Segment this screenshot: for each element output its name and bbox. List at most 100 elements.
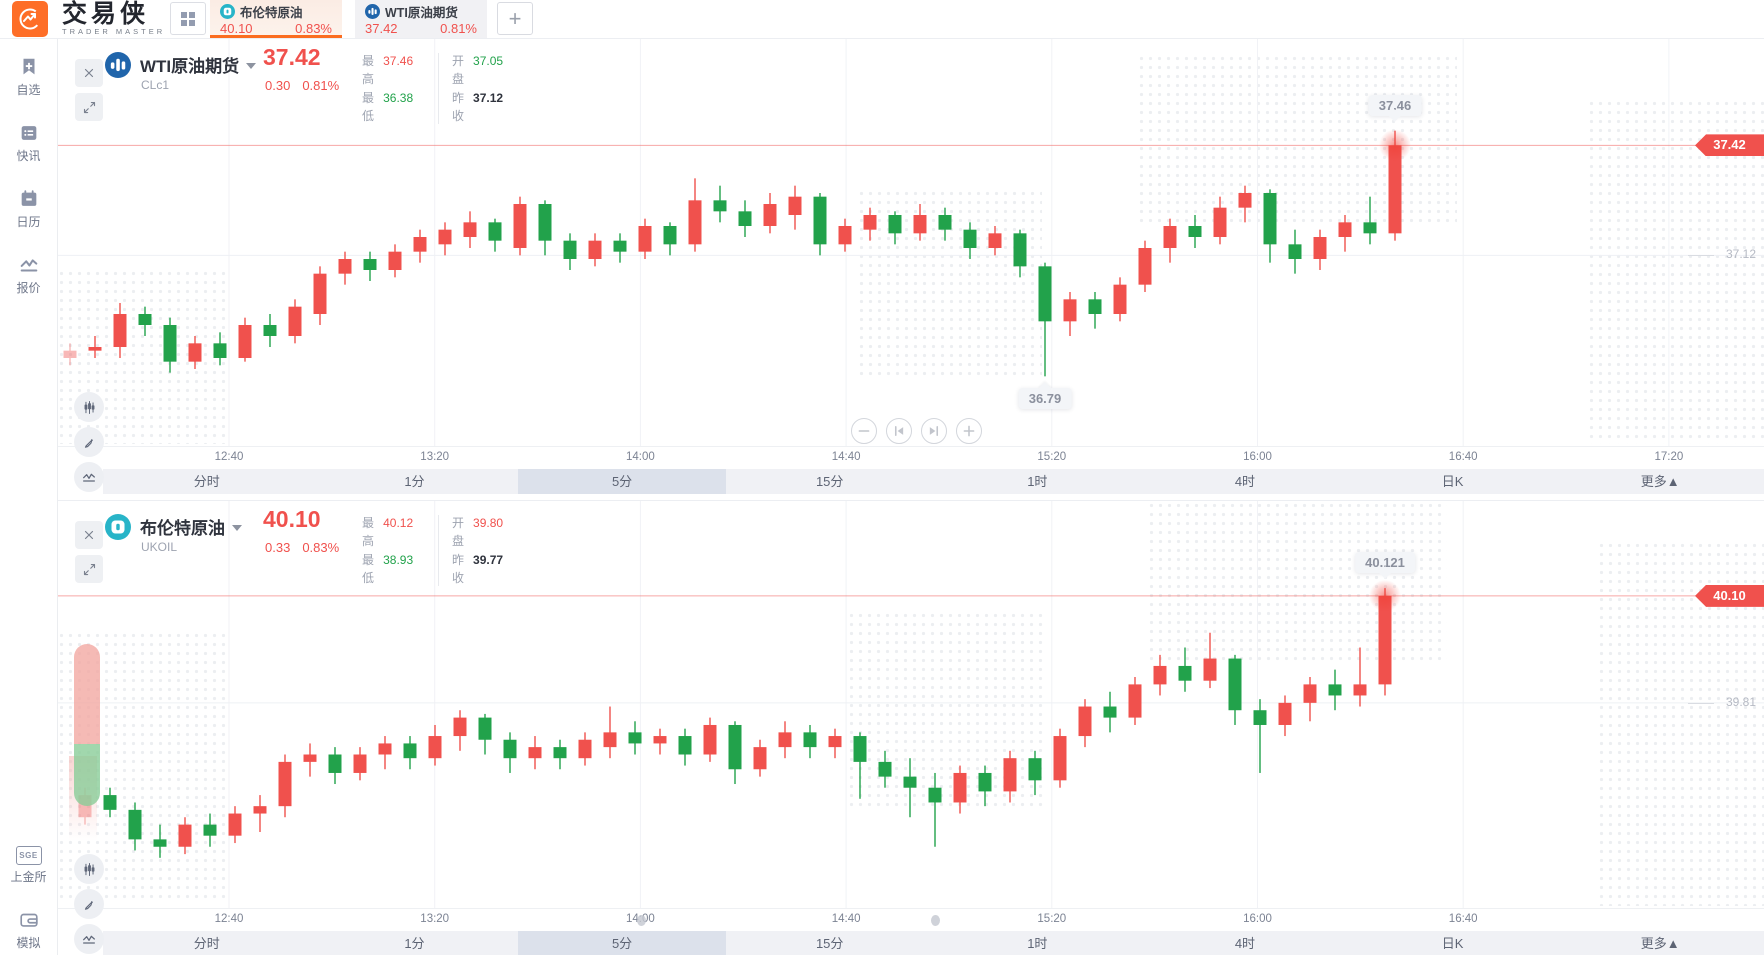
- draw-tool-button[interactable]: [74, 889, 104, 919]
- candlestick-chart-wti[interactable]: [57, 39, 1764, 446]
- sidebar-item-label: 自选: [16, 83, 41, 97]
- brand: 交易侠 TRADER MASTER: [62, 1, 165, 36]
- stat-最高: 最高 40.12: [362, 516, 414, 548]
- time-axis-label: 16:00: [1243, 451, 1272, 463]
- add-tab-button[interactable]: +: [497, 2, 533, 35]
- stat-最高: 最高 37.46: [362, 54, 414, 86]
- timeframe-tab-1时[interactable]: 1时: [1027, 474, 1048, 489]
- timeframe-tab-15分[interactable]: 15分: [815, 474, 844, 489]
- price-annotation: 36.79: [1018, 388, 1072, 410]
- candlestick-chart-brent[interactable]: [57, 501, 1764, 908]
- quote-tab-1[interactable]: 布伦特原油 40.10 0.83%: [210, 0, 342, 38]
- sidebar-item-报价[interactable]: 报价: [0, 254, 57, 296]
- timeframe-tabs: 分时 1分 5分 15分 1时 4时 日K 更多▲: [103, 931, 1764, 955]
- quote-tab-price: 40.10: [220, 21, 253, 36]
- sidebar-item-label: 快讯: [16, 149, 41, 163]
- time-axis-label: 12:40: [214, 913, 244, 925]
- timeframe-tab-日K[interactable]: 日K: [1441, 474, 1464, 489]
- wti-icon: [105, 52, 131, 78]
- app-subtitle: TRADER MASTER: [62, 27, 166, 36]
- sidebar-item-上金所[interactable]: SGE 上金所: [0, 846, 57, 885]
- time-axis-label: 17:20: [1654, 451, 1684, 463]
- timeframe-tab-分时[interactable]: 分时: [193, 474, 220, 489]
- timeframe-tab-1分[interactable]: 1分: [404, 936, 425, 951]
- timeframe-tab-1时[interactable]: 1时: [1027, 936, 1048, 951]
- instrument-name-dropdown[interactable]: WTI原油期货: [140, 52, 257, 77]
- close-panel-button[interactable]: [75, 59, 103, 87]
- timeframe-tab-更多▲[interactable]: 更多▲: [1640, 474, 1680, 489]
- skip-start-button[interactable]: [886, 418, 912, 444]
- zoom-out-button[interactable]: [851, 418, 877, 444]
- chart-type-button[interactable]: [74, 854, 104, 884]
- quote-tab-price: 37.42: [365, 21, 398, 36]
- quote-tab-name: WTI原油期货: [385, 6, 458, 20]
- price-change: 0.33 0.83%: [265, 540, 340, 555]
- quote-tab-change-pct: 0.81%: [440, 21, 477, 36]
- time-axis-label: 14:00: [626, 451, 655, 463]
- sidebar-item-日历[interactable]: 日历: [0, 188, 57, 230]
- timeframe-tab-日K[interactable]: 日K: [1441, 936, 1464, 951]
- price-annotation: 40.121: [1355, 552, 1415, 574]
- last-price: 40.10: [263, 506, 321, 532]
- timeframe-tab-4时[interactable]: 4时: [1234, 936, 1256, 951]
- brent-icon: [105, 514, 131, 540]
- timeframe-tab-1分[interactable]: 1分: [404, 474, 425, 489]
- app-logo-icon[interactable]: [12, 1, 48, 37]
- trend-line-icon: [18, 254, 40, 276]
- stat-最低: 最低 36.38: [362, 91, 414, 123]
- axis-scrubber-handle[interactable]: [637, 915, 646, 926]
- sidebar-item-自选[interactable]: 自选: [0, 56, 57, 98]
- time-axis-label: 12:40: [214, 451, 244, 463]
- sidebar-item-label: 上金所: [10, 870, 47, 884]
- axis-scrubber-handle[interactable]: [931, 915, 940, 926]
- layout-grid-button[interactable]: [170, 2, 206, 35]
- price-annotation: 37.46: [1368, 94, 1422, 116]
- zoom-in-button[interactable]: [956, 418, 982, 444]
- quote-stats: 最高 40.12 最低 38.93 开盘 39.80 昨收 39.77: [362, 514, 515, 587]
- time-axis-label: 13:20: [420, 451, 450, 463]
- sidebar-item-模拟[interactable]: 模拟: [0, 909, 57, 951]
- wti-icon: [365, 4, 380, 19]
- line-chart-button[interactable]: [74, 924, 104, 954]
- timeframe-tabs: 分时 1分 5分 15分 1时 4时 日K 更多▲: [103, 469, 1764, 494]
- expand-panel-button[interactable]: [75, 93, 103, 121]
- price-change: 0.30 0.81%: [265, 78, 340, 93]
- expand-panel-button[interactable]: [75, 555, 103, 583]
- stat-开盘: 开盘 39.80: [451, 516, 504, 548]
- current-price-badge: 40.10: [1695, 584, 1764, 607]
- time-axis-label: 14:40: [831, 913, 861, 925]
- sidebar-item-label: 报价: [16, 281, 41, 295]
- quote-tab-2[interactable]: WTI原油期货 37.42 0.81%: [355, 0, 487, 38]
- quote-tabs: 布伦特原油 40.10 0.83% WTI原油期货 37.42 0.81%: [210, 0, 487, 38]
- stat-昨收: 昨收 39.77: [451, 553, 504, 585]
- sidebar-item-快讯[interactable]: 快讯: [0, 122, 57, 164]
- time-axis-label: 14:40: [831, 451, 861, 463]
- line-chart-button[interactable]: [74, 462, 104, 492]
- calendar-icon: [18, 188, 40, 210]
- timeframe-tab-5分[interactable]: 5分: [518, 931, 726, 955]
- news-list-icon: [18, 122, 40, 144]
- chart-type-button[interactable]: [74, 392, 104, 422]
- timeframe-tab-分时[interactable]: 分时: [193, 936, 220, 951]
- quote-stats: 最高 37.46 最低 36.38 开盘 37.05 昨收 37.12: [362, 52, 515, 125]
- timeframe-tab-5分[interactable]: 5分: [518, 469, 726, 494]
- chart-zoom-controls: [851, 418, 982, 444]
- chart-panel-wti: 37.42 37.12 37.46 36.79 WTI原油期货 CLc1 37.42 0.30…: [57, 38, 1764, 494]
- chart-panel-brent: 40.10 39.81 40.121 布伦特原油 UKOIL 40.10 0.33 0.83%…: [57, 500, 1764, 955]
- draw-tool-button[interactable]: [74, 427, 104, 457]
- timeframe-tab-4时[interactable]: 4时: [1234, 474, 1256, 489]
- skip-end-button[interactable]: [921, 418, 947, 444]
- timeframe-tab-15分[interactable]: 15分: [815, 936, 844, 951]
- chevron-down-icon: [232, 525, 242, 531]
- app-title: 交易侠: [62, 0, 150, 28]
- time-axis-label: 16:00: [1243, 913, 1272, 925]
- instrument-code: CLc1: [141, 78, 170, 92]
- quote-tab-change-pct: 0.83%: [295, 21, 332, 36]
- close-panel-button[interactable]: [75, 521, 103, 549]
- timeframe-tab-更多▲[interactable]: 更多▲: [1640, 936, 1680, 951]
- last-price: 37.42: [263, 44, 321, 70]
- stat-最低: 最低 38.93: [362, 553, 414, 585]
- instrument-name-dropdown[interactable]: 布伦特原油: [140, 514, 242, 539]
